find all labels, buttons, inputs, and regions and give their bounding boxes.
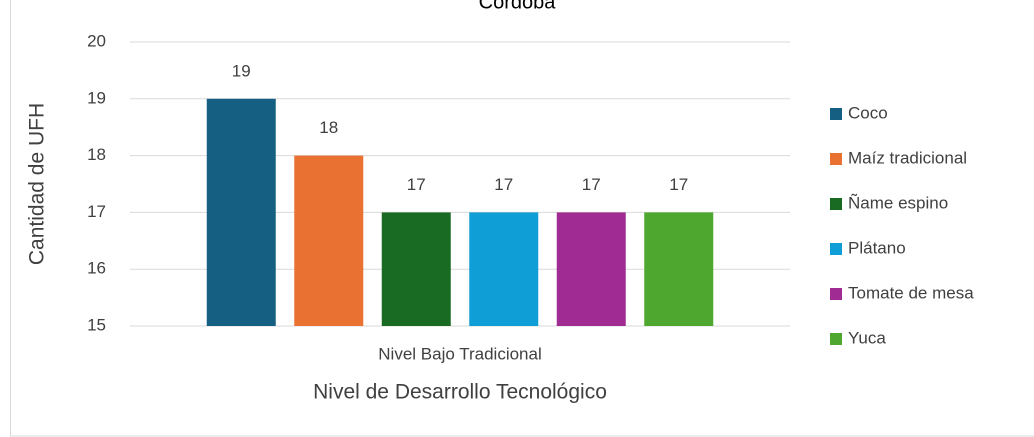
legend-swatch xyxy=(830,198,842,210)
legend-swatch xyxy=(830,333,842,345)
y-tick-label: 19 xyxy=(87,88,106,107)
data-label: 17 xyxy=(669,175,688,194)
y-tick-label: 16 xyxy=(87,259,106,278)
data-label: 19 xyxy=(232,61,251,80)
legend-label: Ñame espino xyxy=(848,193,948,212)
legend-label: Yuca xyxy=(848,328,886,347)
bar xyxy=(556,212,626,326)
x-tick-label: Nivel Bajo Tradicional xyxy=(378,344,541,363)
bar xyxy=(206,98,276,326)
y-tick-label: 15 xyxy=(87,315,106,334)
data-label: 17 xyxy=(494,175,513,194)
x-axis-title: Nivel de Desarrollo Tecnológico xyxy=(313,381,607,404)
legend-label: Plátano xyxy=(848,238,906,257)
y-axis-title: Cantidad de UFH xyxy=(26,103,49,265)
bar xyxy=(294,155,364,326)
bar xyxy=(469,212,539,326)
legend-swatch xyxy=(830,288,842,300)
legend-label: Maíz tradicional xyxy=(848,148,967,167)
legend-swatch xyxy=(830,108,842,120)
legend-label: Tomate de mesa xyxy=(848,283,974,302)
y-tick-label: 20 xyxy=(87,31,106,50)
data-label: 18 xyxy=(319,118,338,137)
data-label: 17 xyxy=(407,175,426,194)
y-tick-label: 18 xyxy=(87,145,106,164)
legend-swatch xyxy=(830,243,842,255)
legend-label: Coco xyxy=(848,103,888,122)
bar xyxy=(644,212,714,326)
data-label: 17 xyxy=(582,175,601,194)
legend-swatch xyxy=(830,153,842,165)
bar xyxy=(381,212,451,326)
y-tick-label: 17 xyxy=(87,202,106,221)
chart-title: Córdoba xyxy=(479,0,557,13)
